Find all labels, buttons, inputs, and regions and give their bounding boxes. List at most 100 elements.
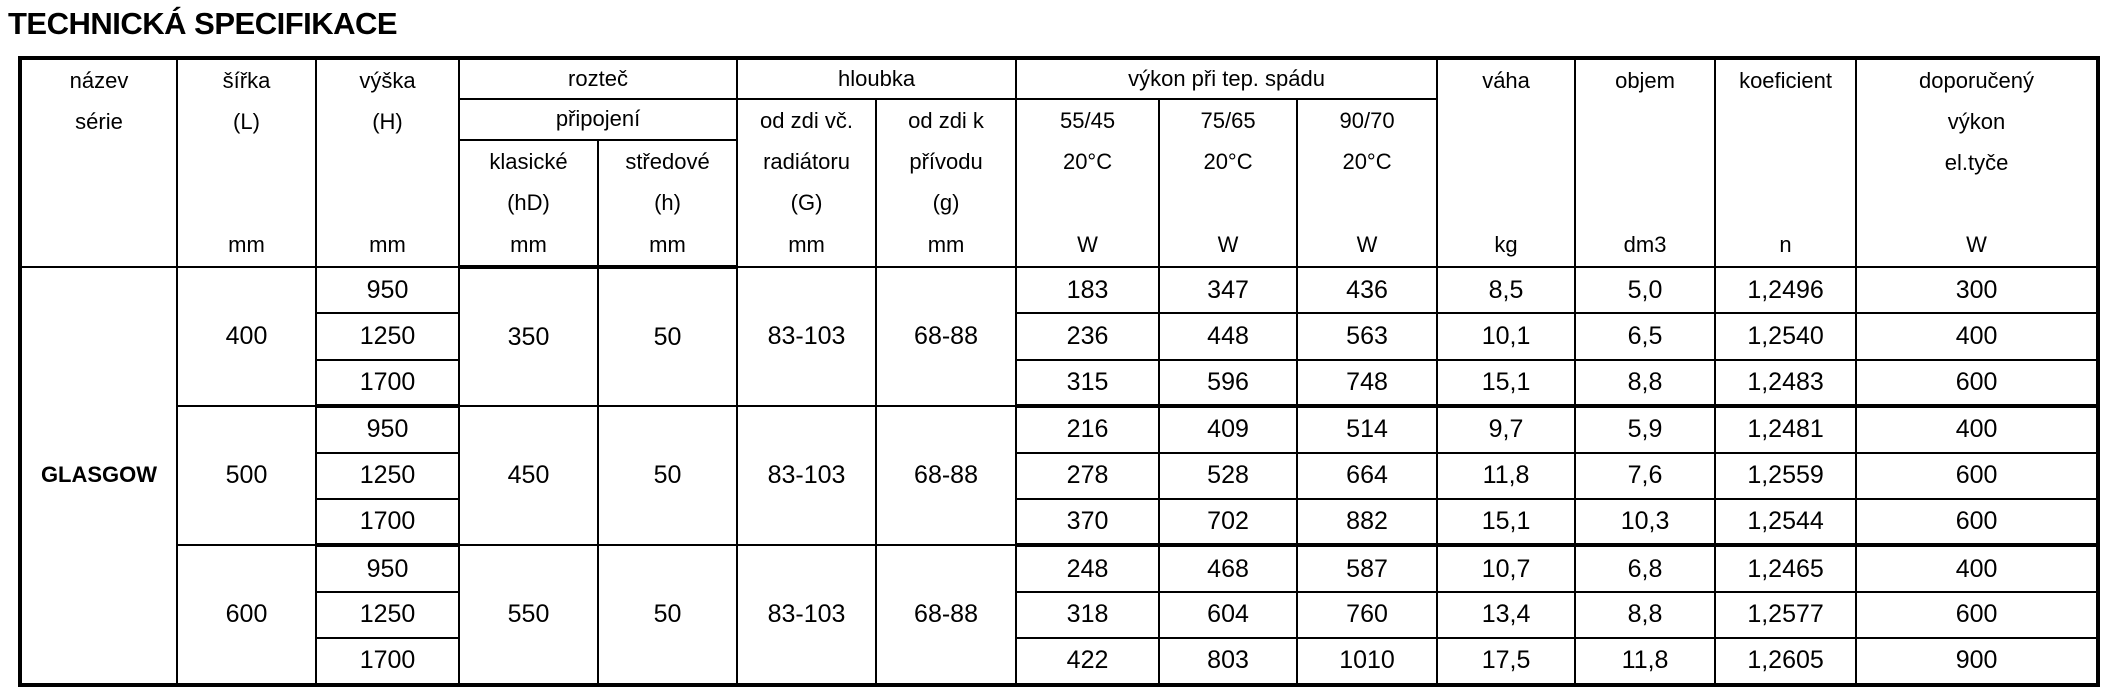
- header-text: 20°C: [1062, 149, 1113, 174]
- cell-vykon-75-65: 347: [1158, 265, 1299, 315]
- header-text: koeficient: [1739, 68, 1833, 93]
- header-text: W: [1217, 232, 1239, 257]
- header-vaha: váha kg: [1438, 60, 1574, 265]
- cell-objem: 10,3: [1574, 497, 1717, 548]
- cell-koeficient: 1,2605: [1714, 637, 1858, 687]
- cell-vykon-90-70: 436: [1296, 265, 1439, 315]
- table-row: 1700 370 702 882 15,1 10,3 1,2544 600: [20, 497, 2100, 548]
- cell-klasicke: 350: [458, 265, 599, 408]
- cell-vykon-90-70: 748: [1296, 358, 1439, 409]
- cell-objem: 6,5: [1574, 312, 1717, 361]
- header-od-zdi-k: od zdi k přívodu (g) mm: [877, 100, 1015, 265]
- cell-g: 68-88: [875, 265, 1018, 408]
- table-row: 600 950 550 50 83-103 68-88 248 468 587 10,7 6,8 1,…: [20, 544, 2100, 686]
- cell-vykon-55-45: 370: [1015, 497, 1161, 548]
- header-text: výkon: [1947, 109, 2006, 134]
- cell-stredove: 50: [596, 405, 739, 547]
- cell-vaha: 15,1: [1436, 358, 1577, 409]
- cell-koeficient: 1,2577: [1714, 590, 1858, 640]
- header-klasicke: klasické (hD) mm: [460, 141, 597, 265]
- cell-vaha: 11,8: [1436, 451, 1577, 500]
- cell-vykon-55-45: 422: [1015, 637, 1161, 687]
- header-text: (L): [233, 109, 260, 134]
- cell-objem: 8,8: [1574, 358, 1717, 409]
- cell-g: 83-103: [736, 544, 878, 686]
- cell-doporuceny-vykon: 900: [1855, 637, 2100, 687]
- header-text: od zdi k: [908, 108, 984, 133]
- header-text: šířka: [222, 68, 271, 93]
- header-90-70: 90/70 20°C W: [1298, 100, 1436, 265]
- header-doporuceny: doporučený výkon el.tyče W: [1857, 60, 2096, 265]
- header-text: mm: [927, 232, 965, 257]
- header-text: 75/65: [1200, 108, 1256, 133]
- header-text: přívodu: [909, 149, 983, 174]
- header-text: (h): [654, 190, 681, 215]
- cell-vykon-75-65: 448: [1158, 312, 1299, 361]
- cell-objem: 7,6: [1574, 451, 1717, 500]
- header-text: W: [1356, 232, 1378, 257]
- header-text: n: [1779, 232, 1792, 257]
- cell-vykon-55-45: 216: [1015, 405, 1161, 454]
- cell-vykon-90-70: 587: [1296, 544, 1439, 593]
- cell-doporuceny-vykon: 600: [1855, 497, 2100, 548]
- cell-vykon-75-65: 528: [1158, 451, 1299, 500]
- header-text: W: [1966, 232, 1987, 257]
- header-nazev-serie: název série: [22, 60, 176, 265]
- cell-vyska: 1700: [315, 637, 460, 687]
- cell-vaha: 9,7: [1436, 405, 1577, 454]
- header-vykon: výkon při tep. spádu: [1015, 57, 1439, 100]
- cell-vykon-90-70: 1010: [1296, 637, 1439, 687]
- header-text: (g): [932, 190, 960, 215]
- header-text: dm3: [1623, 232, 1667, 257]
- cell-vyska: 1700: [315, 497, 460, 548]
- series-name: GLASGOW: [19, 266, 178, 686]
- header-75-65: 75/65 20°C W: [1160, 100, 1296, 265]
- cell-vykon-75-65: 803: [1158, 637, 1299, 687]
- cell-vyska: 1250: [315, 451, 460, 500]
- cell-objem: 11,8: [1574, 637, 1717, 687]
- table-row: 1250 318 604 760 13,4 8,8 1,2577 600: [20, 590, 2100, 640]
- header-text: název: [69, 68, 129, 93]
- table-row: 1250 236 448 563 10,1 6,5 1,2540 400: [20, 312, 2100, 361]
- cell-vyska: 950: [315, 405, 460, 454]
- cell-klasicke: 450: [458, 405, 599, 547]
- cell-vykon-90-70: 514: [1296, 405, 1439, 454]
- cell-vykon-75-65: 596: [1158, 358, 1299, 409]
- cell-objem: 5,0: [1574, 265, 1717, 315]
- cell-sirka: 600: [176, 544, 317, 686]
- header-text: mm: [788, 232, 825, 257]
- cell-vykon-90-70: 882: [1296, 497, 1439, 548]
- header-text: váha: [1482, 68, 1530, 93]
- table-row: 1250 278 528 664 11,8 7,6 1,2559 600: [20, 451, 2100, 500]
- cell-vykon-55-45: 318: [1015, 590, 1161, 640]
- cell-koeficient: 1,2559: [1714, 451, 1858, 500]
- header-text: 55/45: [1060, 108, 1116, 133]
- header-text: mm: [228, 232, 265, 257]
- cell-vyska: 950: [315, 265, 460, 315]
- header-text: objem: [1615, 68, 1675, 93]
- header-vyska: výška (H) mm: [317, 60, 458, 265]
- cell-vykon-75-65: 468: [1158, 544, 1299, 593]
- cell-objem: 5,9: [1574, 405, 1717, 454]
- header-text: radiátoru: [763, 149, 850, 174]
- cell-koeficient: 1,2540: [1714, 312, 1858, 361]
- header-text: mm: [649, 232, 686, 257]
- cell-vykon-55-45: 236: [1015, 312, 1161, 361]
- cell-sirka: 400: [176, 265, 317, 408]
- cell-koeficient: 1,2481: [1714, 405, 1858, 454]
- cell-vaha: 13,4: [1436, 590, 1577, 640]
- cell-doporuceny-vykon: 600: [1855, 358, 2100, 409]
- header-hloubka: hloubka: [736, 57, 1018, 100]
- cell-vykon-90-70: 664: [1296, 451, 1439, 500]
- cell-vykon-75-65: 702: [1158, 497, 1299, 548]
- cell-koeficient: 1,2483: [1714, 358, 1858, 409]
- cell-vyska: 1250: [315, 590, 460, 640]
- header-text: el.tyče: [1944, 150, 2009, 175]
- cell-doporuceny-vykon: 600: [1855, 590, 2100, 640]
- header-text: série: [75, 109, 123, 134]
- header-text: (hD): [507, 190, 550, 215]
- cell-objem: 6,8: [1574, 544, 1717, 593]
- cell-vaha: 15,1: [1436, 497, 1577, 548]
- header-text: 90/70: [1339, 108, 1395, 133]
- cell-vyska: 950: [315, 544, 460, 593]
